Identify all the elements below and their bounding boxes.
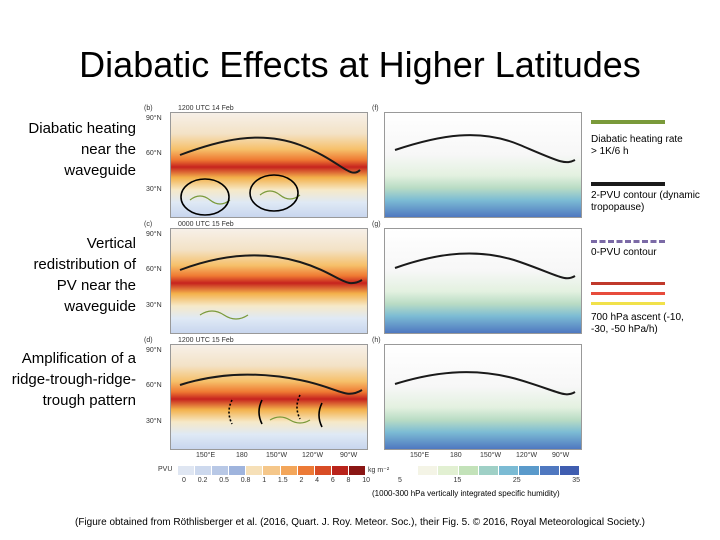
panel-c-letter: (c) (144, 221, 153, 228)
colorbar-tick: 10 (362, 477, 370, 484)
lat-30-d: 30°N (146, 418, 162, 425)
legend-ascent-text: 700 hPa ascent (-10, -30, -50 hPa/h) (591, 312, 684, 335)
legend-diabatic-line (591, 120, 665, 124)
colorbar-tick: 35 (572, 477, 580, 484)
lat-90-b: 90°N (146, 115, 162, 122)
lon-150e-left: 150°E (196, 452, 216, 459)
lat-30-b: 30°N (146, 186, 162, 193)
lat-60-c: 60°N (146, 266, 162, 273)
panel-g-letter: (g) (372, 221, 381, 228)
panel-b-time: 1200 UTC 14 Feb (178, 105, 234, 112)
panel-b-letter: (b) (144, 105, 153, 112)
lat-90-d: 90°N (146, 347, 162, 354)
panel-d-letter: (d) (144, 337, 153, 344)
colorbar-tick: 4 (315, 477, 320, 484)
highlight-circle-1 (180, 178, 230, 216)
side-label-diabatic: Diabatic heating near the waveguide (28, 120, 136, 179)
colorbar-swatch (263, 466, 281, 475)
colorbar-swatch (559, 466, 580, 475)
lon-150w-left: 150°W (266, 452, 288, 459)
lon-90w-right: 90°W (552, 452, 570, 459)
colorbar-tick: 8 (346, 477, 351, 484)
colorbar-swatch (297, 466, 315, 475)
panel-b (170, 112, 368, 218)
panel-f (384, 112, 582, 218)
colorbar-swatch (519, 466, 540, 475)
lat-60-b: 60°N (146, 150, 162, 157)
colorbar-swatch (331, 466, 349, 475)
panel-c (170, 228, 368, 334)
colorbar-swatch (418, 466, 439, 475)
legend-pv2-line (591, 182, 665, 186)
colorbar-swatch (246, 466, 264, 475)
colorbar-tick: 0.8 (240, 477, 251, 484)
colorbar-swatch (178, 466, 196, 475)
colorbar-tick: 0 (182, 477, 186, 484)
legend-pv0-text: 0-PVU contour (591, 247, 657, 258)
colorbar-tick: 0.2 (197, 477, 208, 484)
panel-c-time: 0000 UTC 15 Feb (178, 221, 234, 228)
pv-colorbar-ticks: 0 0.2 0.5 0.8 1 1.5 2 4 6 8 10 (182, 477, 370, 484)
lon-120w-right: 120°W (516, 452, 538, 459)
pv-colorbar (178, 466, 367, 475)
panel-d (170, 344, 368, 450)
highlight-circle-2 (249, 174, 299, 212)
colorbar-swatch (280, 466, 298, 475)
lon-90w-left: 90°W (340, 452, 358, 459)
q-colorbar (398, 466, 580, 475)
colorbar-tick: 0.5 (219, 477, 229, 484)
colorbar-tick: 6 (330, 477, 335, 484)
pv-colorbar-label: PVU (158, 466, 173, 473)
colorbar-swatch (478, 466, 500, 475)
citation: (Figure obtained from Röthlisberger et a… (74, 517, 646, 528)
colorbar-swatch (458, 466, 479, 475)
lat-60-d: 60°N (146, 382, 162, 389)
colorbar-swatch (398, 466, 419, 475)
colorbar-swatch (499, 466, 520, 475)
colorbar-swatch (314, 466, 332, 475)
colorbar-swatch (539, 466, 560, 475)
lon-150e-right: 150°E (410, 452, 430, 459)
panel-h (384, 344, 582, 450)
lon-150w-right: 150°W (480, 452, 502, 459)
legend-diabatic-text: Diabatic heating rate > 1K/6 h (591, 134, 683, 157)
colorbar-swatch (438, 466, 459, 475)
legend-pv0-line (591, 240, 665, 243)
lat-30-c: 30°N (146, 302, 162, 309)
side-label-redistribution: Vertical redistribution of PV near the w… (33, 235, 136, 315)
colorbar-tick: 25 (512, 477, 521, 484)
legend-ascent-line-1 (591, 282, 665, 285)
side-label-amplification: Amplification of a ridge-trough-ridge-tr… (11, 350, 136, 409)
legend-ascent-line-3 (591, 302, 665, 305)
colorbar-tick: 15 (453, 477, 462, 484)
lat-90-c: 90°N (146, 231, 162, 238)
colorbar-tick: 1 (262, 477, 267, 484)
q-colorbar-ticks: 5 15 25 35 (398, 477, 580, 484)
panel-g (384, 228, 582, 334)
colorbar-swatch (348, 466, 367, 475)
lon-120w-left: 120°W (302, 452, 324, 459)
colorbar-tick: 5 (398, 477, 402, 484)
slide-title: Diabatic Effects at Higher Latitudes (79, 44, 641, 85)
q-colorbar-caption: (1000-300 hPa vertically integrated spec… (372, 489, 560, 498)
colorbar-swatch (195, 466, 213, 475)
q-colorbar-unit: kg m⁻² (368, 467, 390, 474)
lon-180-right: 180 (450, 452, 462, 459)
colorbar-swatch (212, 466, 230, 475)
colorbar-tick: 2 (299, 477, 304, 484)
panel-f-letter: (f) (372, 105, 379, 112)
panel-h-letter: (h) (372, 337, 381, 344)
legend-ascent-line-2 (591, 292, 665, 295)
legend-pv2-text: 2-PVU contour (dynamic tropopause) (591, 190, 700, 213)
colorbar-tick: 1.5 (277, 477, 288, 484)
lon-180-left: 180 (236, 452, 248, 459)
panel-d-time: 1200 UTC 15 Feb (178, 337, 234, 344)
colorbar-swatch (229, 466, 247, 475)
